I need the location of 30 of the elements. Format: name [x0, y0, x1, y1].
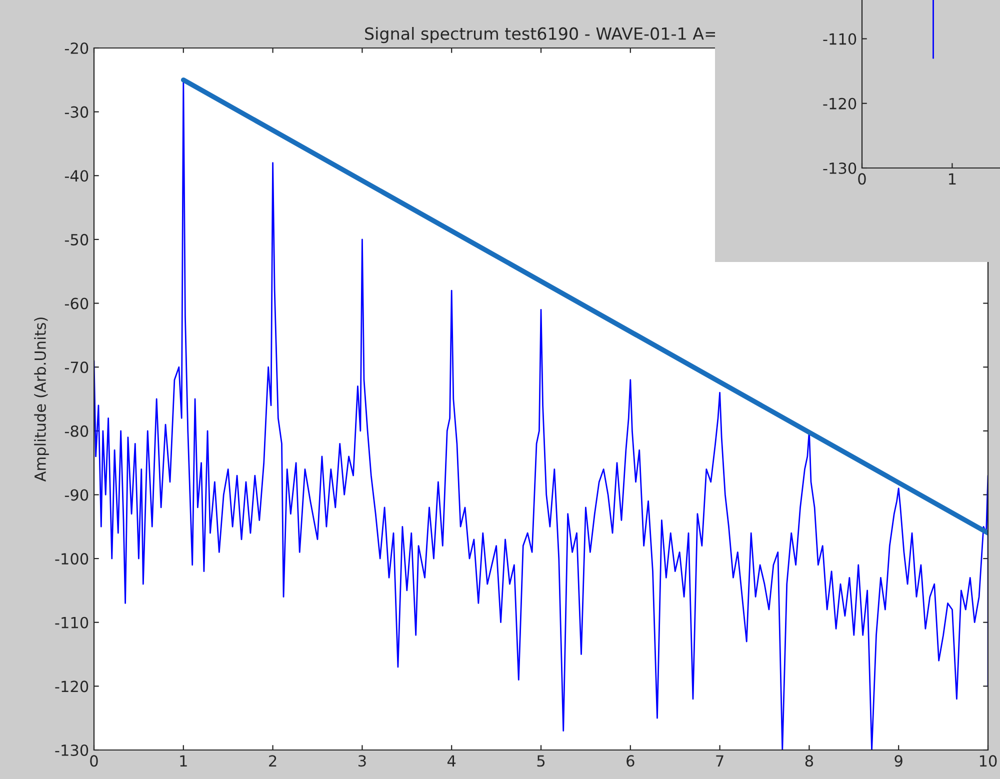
y-tick-label: -70	[64, 362, 88, 374]
y-tick-label: -60	[64, 298, 88, 310]
y-tick-label: -80	[64, 425, 88, 437]
x-tick-label: 3	[358, 755, 366, 767]
x-tick-label: 8	[805, 755, 814, 767]
x-tick-label: 0	[858, 173, 866, 185]
y-tick-label: -130	[55, 744, 88, 756]
chart-title: Signal spectrum test6190 - WAVE-01-1 A=	[365, 27, 716, 44]
y-tick-label: -110	[55, 616, 88, 628]
y-tick-label: -40	[64, 170, 88, 182]
y-tick-label: -20	[64, 42, 88, 54]
x-tick-label: 7	[716, 755, 724, 766]
y-tick-label: -120	[55, 680, 88, 692]
x-tick-label: 6	[626, 755, 634, 767]
y-tick-label: -110	[823, 33, 856, 45]
y-tick-label: -30	[64, 106, 88, 118]
x-tick-label: 1	[949, 173, 956, 184]
x-tick-label: 4	[447, 755, 456, 766]
x-tick-label: 2	[269, 755, 276, 766]
y-tick-label: -100	[55, 553, 88, 565]
y-tick-label: -50	[64, 234, 88, 246]
x-tick-label: 9	[894, 755, 902, 767]
y-tick-label: -120	[823, 98, 856, 110]
x-tick-label: 5	[537, 755, 545, 767]
y-tick-label: -90	[64, 489, 88, 501]
y-tick-label: -130	[823, 162, 856, 174]
x-tick-label: 0	[90, 755, 98, 767]
y-axis-title: Amplitude (Arb.Units)	[34, 318, 49, 482]
x-tick-label: 10	[980, 755, 997, 767]
x-tick-label: 1	[180, 755, 187, 766]
